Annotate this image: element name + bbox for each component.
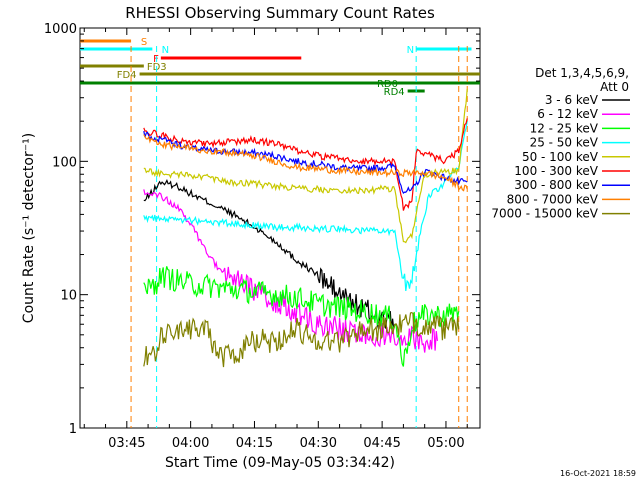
legend-label-50-100-kev: 50 - 100 keV	[522, 150, 599, 164]
series-line-3-6-kev	[143, 179, 396, 330]
series-line-100-300-kev	[143, 118, 468, 211]
timestamp: 16-Oct-2021 18:59	[560, 469, 636, 478]
series-line-300-800-kev	[143, 130, 468, 195]
y-tick-label: 10	[60, 289, 77, 304]
y-axis-label: Count Rate (s⁻¹ detector⁻¹)	[21, 133, 37, 323]
legend-label-12-25-kev: 12 - 25 keV	[530, 121, 599, 135]
flag-label-n: N	[162, 45, 169, 56]
y-tick-label: 1	[69, 422, 77, 437]
x-tick-label: 03:45	[108, 436, 145, 451]
legend-title: Det 1,3,4,5,6,9,	[535, 66, 629, 80]
y-tick-label: 100	[52, 155, 77, 170]
series-line-12-25-kev	[143, 266, 460, 367]
legend-label-100-300-kev: 100 - 300 keV	[514, 164, 598, 178]
flag-label-rd4: RD4	[384, 87, 405, 98]
flag-label-f: F	[153, 54, 159, 65]
x-tick-label: 04:15	[236, 436, 273, 451]
flag-label-fd4: FD4	[117, 70, 137, 81]
x-axis-label: Start Time (09-May-05 03:34:42)	[165, 455, 395, 471]
plot-frame	[79, 27, 481, 429]
flag-label-rd0: RD0	[377, 79, 398, 90]
series-line-25-50-kev	[143, 121, 468, 291]
series-line-7000-15000-kev	[143, 311, 460, 368]
legend-label-25-50-kev: 25 - 50 keV	[530, 136, 599, 150]
legend-label-800-7000-kev: 800 - 7000 keV	[507, 192, 599, 206]
legend-label-3-6-kev: 3 - 6 keV	[545, 93, 599, 107]
y-tick-label: 1000	[44, 22, 77, 37]
series-layer	[143, 88, 468, 368]
x-tick-label: 04:45	[363, 436, 400, 451]
series-line-800-7000-kev	[143, 134, 468, 192]
legend-label-300-800-kev: 300 - 800 keV	[514, 178, 598, 192]
x-tick-label: 04:00	[172, 436, 209, 451]
series-line-50-100-kev	[143, 88, 468, 244]
axes-layer: 03:45 04:00 04:15 04:30 04:45 05:00 1 10 100 1000	[44, 22, 480, 451]
flag-label-n: N	[407, 45, 414, 56]
chart-title: RHESSI Observing Summary Count Rates	[125, 4, 435, 22]
x-tick-label: 04:30	[300, 436, 337, 451]
legend-label-7000-15000-kev: 7000 - 15000 keV	[491, 207, 598, 221]
flag-label-s: S	[141, 37, 147, 48]
x-tick-label: 05:00	[427, 436, 464, 451]
legend-label-6-12-kev: 6 - 12 keV	[537, 107, 599, 121]
vlines-layer	[130, 46, 468, 428]
legend-subtitle: Att 0	[600, 80, 629, 94]
